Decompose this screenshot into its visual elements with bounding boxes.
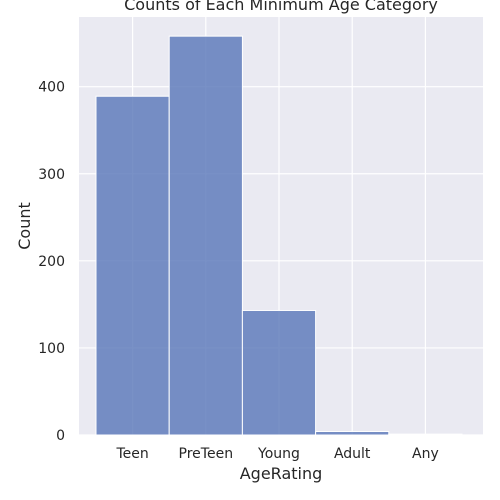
chart-title: Counts of Each Minimum Age Category [124,0,438,14]
x-tick-label-preteen: PreTeen [179,446,234,462]
x-tick-label-teen: Teen [115,446,148,462]
y-axis-label: Count [15,202,34,250]
bar-teen [95,95,170,436]
x-tick-label-adult: Adult [334,446,371,462]
bar-young [241,309,317,436]
y-tick-label-2: 200 [38,254,65,270]
bar-adult [315,431,390,436]
x-tick-label-any: Any [412,446,439,462]
bar-preteen [168,35,243,436]
x-tick-label-young: Young [257,446,300,462]
y-tick-label-1: 100 [38,341,65,357]
bar-any [388,433,463,436]
x-axis-label: AgeRating [240,464,323,483]
x-tick-labels: Teen PreTeen Young Adult Any [115,446,438,462]
y-tick-label-3: 300 [38,167,65,183]
y-tick-label-0: 0 [56,428,65,444]
y-tick-label-4: 400 [38,80,65,96]
bars [95,35,463,436]
y-tick-labels: 0 100 200 300 400 [38,80,65,444]
